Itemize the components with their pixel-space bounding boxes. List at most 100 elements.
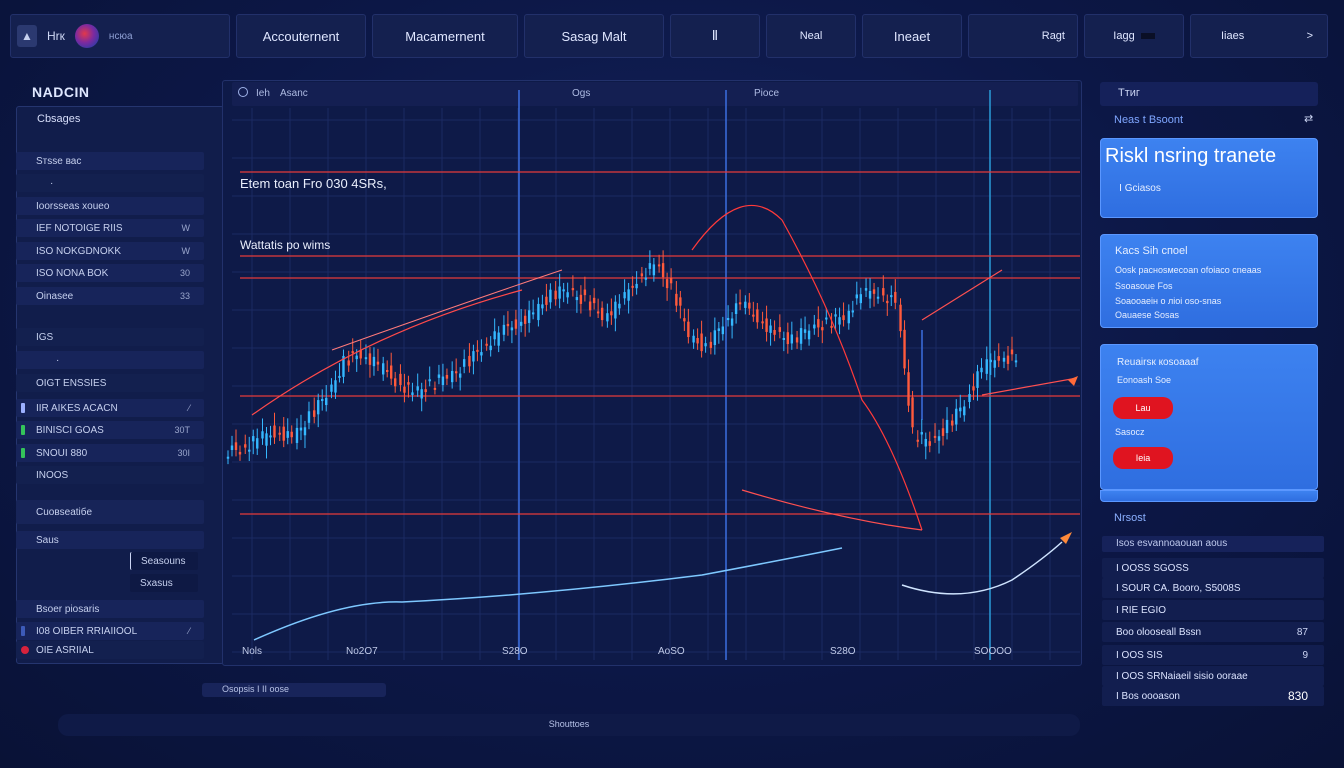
sidebar-chip[interactable]: Seasouns xyxy=(130,552,198,570)
sidebar-row[interactable]: Oinasee 33 xyxy=(16,287,204,305)
sidebar-row[interactable]: SNOUI 880 30I xyxy=(16,444,204,462)
candle-body xyxy=(817,319,820,328)
candle-body xyxy=(428,379,431,382)
candle-body xyxy=(382,363,385,375)
candle-body xyxy=(890,295,893,298)
candle-body xyxy=(226,456,230,459)
list-item[interactable]: I SOUR CA. Booro, S5008S xyxy=(1102,578,1324,598)
candle-body xyxy=(752,314,755,317)
nav-neal[interactable]: Neal xyxy=(766,14,856,58)
nav-sasag-malt[interactable]: Sasag Malt xyxy=(524,14,664,58)
nav-iagg[interactable]: Iagg xyxy=(1084,14,1184,58)
candle-body xyxy=(527,310,531,323)
sidebar-row[interactable]: Bsoer piosaris xyxy=(16,600,204,618)
x-axis-tick: SOOOO xyxy=(974,646,1012,657)
nav-chart-tool[interactable]: Ⅱ xyxy=(670,14,760,58)
candle-body xyxy=(441,376,445,386)
sidebar-row[interactable]: IGS xyxy=(16,328,204,346)
candle-body xyxy=(261,431,264,439)
candle-body xyxy=(359,349,362,359)
risk-card[interactable]: Riskl nsring tranete Ⅰ Gciasos xyxy=(1100,138,1318,218)
sidebar-row[interactable]: Sтsse вас xyxy=(16,152,204,170)
sidebar-row[interactable]: ISO NOKGDNOKK W xyxy=(16,242,204,260)
candle-body xyxy=(493,331,496,340)
arrow-head-icon xyxy=(1060,532,1072,544)
candle-body xyxy=(313,410,316,417)
candle-body xyxy=(976,371,979,388)
right-panel-header[interactable]: Ттиг xyxy=(1100,82,1318,106)
swap-icon[interactable]: ⇄ xyxy=(1304,113,1314,125)
sidebar-row[interactable]: · xyxy=(16,174,204,192)
candle-body xyxy=(523,315,527,324)
brand-area[interactable]: ▲ Hrк нсюа xyxy=(10,14,230,58)
candle-body xyxy=(665,279,669,289)
app-logo-icon: ▲ xyxy=(17,25,37,47)
sidebar-row[interactable]: I08 OIBER RRIAIIOOL ⁄ xyxy=(16,622,204,640)
sidebar-row[interactable]: IEF NOTOIGE RIIS W xyxy=(16,219,204,237)
list-item[interactable]: Boo olooseall Bssn 87 xyxy=(1102,622,1324,642)
candle-body xyxy=(928,441,931,446)
card-footer xyxy=(1100,490,1318,502)
candle-body xyxy=(562,289,565,292)
candle-body xyxy=(825,317,828,320)
candle-body xyxy=(911,397,914,428)
candle-body xyxy=(437,374,441,378)
candle-body xyxy=(955,408,958,425)
list-item[interactable]: I OOS SRNaiaeil sisio ooraae xyxy=(1102,666,1324,686)
nav-ragt[interactable]: Ragt xyxy=(968,14,1078,58)
sidebar-row[interactable]: OIE ASRIIAL xyxy=(16,641,204,659)
candle-body xyxy=(959,407,962,412)
candle-body xyxy=(394,378,397,387)
sidebar-row[interactable]: INOOS xyxy=(16,466,204,484)
candle-body xyxy=(687,321,690,338)
sidebar-row[interactable]: BINISCI GOAS 30T xyxy=(16,421,204,439)
arrow-icon: ⁄ xyxy=(188,403,190,413)
sidebar-row[interactable]: Cuoвseatiбe xyxy=(16,500,204,524)
candle-body xyxy=(334,380,337,393)
sidebar-row[interactable]: Saus xyxy=(16,531,204,549)
candle-body xyxy=(403,386,406,393)
candle-body xyxy=(679,297,682,306)
list-header[interactable]: Isos esvannoaouan aous xyxy=(1102,536,1324,552)
status-chip[interactable]: Osopsis I II oose xyxy=(202,683,386,697)
nav-accouternent[interactable]: Accouternent xyxy=(236,14,366,58)
candle-body xyxy=(286,431,289,438)
candle-body xyxy=(876,296,880,299)
candle-body xyxy=(541,304,544,309)
sidebar-row[interactable]: ISO NONA BOK 30 xyxy=(16,264,204,282)
secondary-red-button[interactable]: Ieia xyxy=(1113,447,1173,469)
sidebar-row[interactable]: Ioorsseas xoueo xyxy=(16,197,204,215)
chart-interval[interactable]: Ogs xyxy=(572,88,591,99)
candle-body xyxy=(596,311,600,314)
moving-average-line xyxy=(901,541,1063,595)
candle-body xyxy=(838,317,841,325)
marker-icon xyxy=(21,626,25,636)
brand-swirl-icon xyxy=(74,24,99,48)
chart-asset[interactable]: Asanc xyxy=(280,88,308,99)
chart-price-label[interactable]: Pioce xyxy=(754,88,780,99)
candle-body xyxy=(997,356,1000,361)
list-item[interactable]: I RIE EGIO xyxy=(1102,600,1324,620)
candlestick-chart[interactable] xyxy=(222,80,1082,666)
sidebar-row[interactable]: IIR AIKES ACACN ⁄ xyxy=(16,399,204,417)
status-green-icon xyxy=(21,448,25,458)
nav-macamernent[interactable]: Macamernent xyxy=(372,14,518,58)
candle-body xyxy=(644,277,648,280)
candle-body xyxy=(933,435,937,438)
candle-body xyxy=(726,318,730,321)
list-item[interactable]: I OOSS SGOSS xyxy=(1102,558,1324,578)
candle-body xyxy=(545,296,548,305)
list-item[interactable]: I Bos oooason 830 xyxy=(1102,686,1324,706)
sidebar-row[interactable]: · xyxy=(16,351,204,369)
candle-body xyxy=(282,426,285,441)
radio-icon[interactable] xyxy=(238,87,248,97)
sidebar-row[interactable]: OIGT ENSSIES xyxy=(16,374,204,392)
nav-ineaet[interactable]: Ineaet xyxy=(862,14,962,58)
sidebar-chip[interactable]: Sxasus xyxy=(130,574,198,592)
primary-red-button[interactable]: Lau xyxy=(1113,397,1173,419)
list-item[interactable]: I OOS SIS 9 xyxy=(1102,645,1324,665)
chart-symbol[interactable]: Ieh xyxy=(256,88,270,99)
candle-body xyxy=(480,352,483,356)
candle-body xyxy=(618,303,621,309)
nav-iiaes[interactable]: Iiaes > xyxy=(1190,14,1328,58)
